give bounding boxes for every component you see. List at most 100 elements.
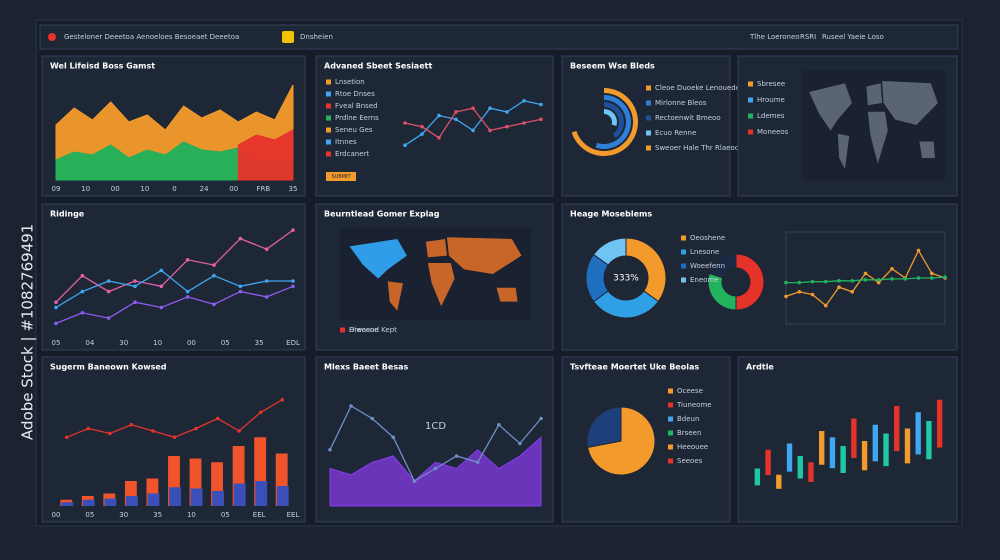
list-marker: [668, 444, 673, 450]
list-item: Heeouee: [677, 443, 708, 451]
point: [129, 422, 134, 427]
bar: [904, 428, 911, 464]
bar: [926, 421, 932, 460]
point: [876, 280, 881, 285]
list-item: Dreeend Kept: [349, 326, 397, 334]
list-marker: [646, 130, 651, 136]
panel-title: Mlexs Baeet Besas: [324, 363, 408, 372]
point: [108, 431, 112, 436]
line: [55, 285, 294, 325]
point: [215, 416, 220, 421]
point: [454, 454, 459, 458]
bar: [851, 418, 857, 458]
point: [54, 305, 58, 310]
area: [237, 129, 294, 181]
bar: [189, 458, 202, 506]
list-marker: [668, 416, 673, 422]
point: [797, 290, 802, 294]
bar: [754, 468, 761, 486]
point: [454, 117, 458, 122]
continent: [425, 239, 447, 258]
top-right-2[interactable]: Ruseel Yaeie Loso: [822, 33, 884, 41]
top-bar: [39, 24, 959, 50]
top-right-1[interactable]: RSRI: [800, 33, 816, 41]
list-item: Rectoenwit Bmeoo: [655, 114, 721, 122]
continent: [349, 239, 407, 279]
bar: [146, 478, 159, 506]
point: [850, 290, 855, 294]
x-tick-label: 00: [111, 185, 120, 193]
list-item: Lnesone: [690, 248, 719, 256]
button-label: SUBMIT: [331, 174, 351, 180]
top-left-text: Gesteloner Deeetoa Aenoeloes Besoeaet De…: [64, 33, 239, 41]
point: [837, 278, 841, 283]
panel-title: Beseem Wse Bleds: [570, 62, 655, 71]
x-tick-label: 35: [255, 339, 264, 347]
bar: [212, 491, 225, 506]
point: [471, 106, 475, 110]
point: [916, 248, 921, 253]
button[interactable]: [326, 172, 356, 181]
point: [876, 278, 881, 282]
panel-title: Ardtle: [746, 363, 774, 372]
list-item: Oceese: [677, 387, 703, 395]
search[interactable]: Dnsheien: [300, 33, 333, 41]
point: [370, 416, 375, 421]
point: [238, 236, 243, 241]
panel-title: Ridinge: [50, 210, 85, 219]
bar: [255, 481, 268, 506]
point: [403, 121, 407, 125]
x-tick-label: 00: [187, 339, 196, 347]
gauge-ring: [604, 109, 618, 127]
point: [890, 267, 894, 271]
point: [194, 426, 198, 431]
line: [55, 229, 294, 303]
point: [403, 143, 407, 147]
point: [172, 435, 177, 440]
point: [159, 284, 164, 289]
watermark: Adobe Stock | #1082769491: [19, 224, 37, 440]
continent: [427, 263, 455, 307]
gauge-ring: [595, 95, 632, 149]
panel: [41, 203, 306, 351]
top-right-0[interactable]: Tlhe Loeroneo: [749, 33, 800, 41]
list-item: Itnnes: [335, 138, 357, 146]
point: [810, 279, 815, 284]
point: [291, 284, 295, 289]
list-item: Seeoes: [677, 457, 703, 465]
bar: [211, 462, 223, 506]
point: [151, 429, 155, 433]
bar: [233, 483, 246, 506]
bar: [104, 498, 117, 506]
list-item: Prdlne Eerns: [335, 114, 379, 122]
point: [810, 292, 815, 297]
point: [837, 285, 841, 290]
x-tick-label: 05: [221, 339, 230, 347]
point: [237, 429, 241, 433]
chart-label: 1CD: [425, 421, 446, 432]
panel-title: Heage Moseblems: [570, 210, 652, 219]
point: [916, 276, 921, 280]
point: [185, 258, 190, 262]
list-marker: [326, 139, 331, 145]
list-marker: [681, 249, 686, 255]
list-item: Bdeun: [677, 415, 699, 423]
list-marker: [668, 458, 673, 464]
segment: [708, 253, 737, 279]
segment: [735, 253, 765, 311]
x-tick-label: 0: [172, 185, 176, 193]
list-item: Fveal Bnsed: [335, 102, 378, 110]
bar: [765, 449, 771, 476]
point: [133, 300, 137, 305]
x-tick-label: 05: [221, 511, 230, 519]
bar: [168, 456, 180, 506]
search-icon[interactable]: [282, 31, 294, 43]
list-item: Eneome: [690, 276, 719, 284]
panel: [561, 55, 731, 197]
point: [797, 280, 802, 285]
x-tick-label: EEL: [253, 511, 266, 519]
list-item: Hiwasoe: [349, 326, 378, 334]
list-marker: [326, 79, 331, 85]
bar: [808, 462, 814, 482]
point: [54, 300, 58, 305]
